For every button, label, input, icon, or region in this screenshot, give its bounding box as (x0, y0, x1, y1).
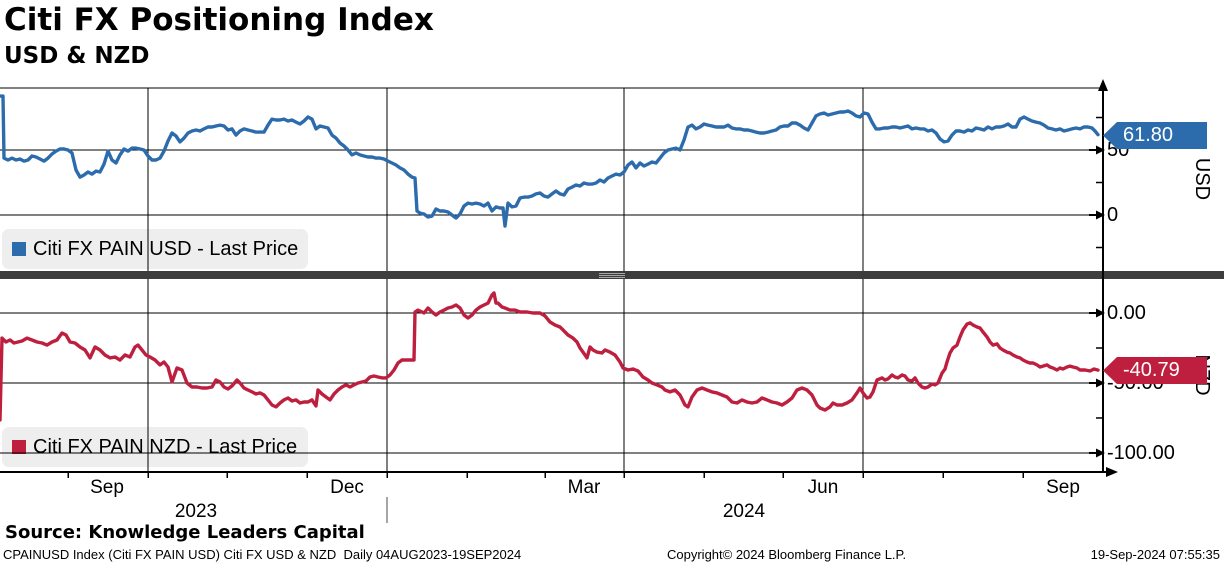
nzd-series-swatch-icon (12, 440, 26, 454)
x-axis-month-label: Sep (1046, 477, 1080, 498)
legend-usd-label: Citi FX PAIN USD - Last Price (33, 237, 299, 260)
chart-subtitle: USD & NZD (4, 43, 150, 69)
chart-title: Citi FX Positioning Index (4, 2, 434, 38)
security-description: CPAINUSD Index (Citi FX PAIN USD) Citi F… (3, 547, 522, 562)
copyright-text: Copyright© 2024 Bloomberg Finance L.P. (667, 547, 907, 562)
usd-series-swatch-icon (12, 242, 26, 256)
x-axis-year-label: 2024 (722, 501, 766, 522)
x-axis-month-label: Dec (330, 477, 364, 498)
nzd-last-price-tag: -40.79 (1103, 357, 1207, 384)
timestamp: 19-Sep-2024 07:55:35 (1090, 547, 1220, 562)
usd-axis-title: USD (1191, 157, 1213, 201)
x-axis-month-label: Mar (567, 477, 601, 498)
usd-last-price-value: 61.80 (1123, 124, 1174, 146)
usd-last-price-tag: 61.80 (1103, 122, 1207, 149)
x-axis-year-label: 2023 (174, 501, 218, 522)
x-axis-month-label: Sep (90, 477, 124, 498)
legend-nzd-label: Citi FX PAIN NZD - Last Price (33, 435, 298, 458)
panel-splitter-handle[interactable] (596, 271, 628, 279)
nzd-y-tick-label: -100.00 (1107, 441, 1175, 464)
usd-y-tick-label: 0 (1107, 204, 1119, 226)
nzd-last-price-value: -40.79 (1123, 359, 1180, 381)
legend-usd: Citi FX PAIN USD - Last Price (2, 229, 308, 269)
legend-nzd: Citi FX PAIN NZD - Last Price (2, 427, 308, 467)
x-axis-month-label: Jun (807, 477, 839, 498)
source-text: Source: Knowledge Leaders Capital (5, 522, 365, 543)
nzd-y-tick-label: 0.00 (1107, 302, 1146, 324)
